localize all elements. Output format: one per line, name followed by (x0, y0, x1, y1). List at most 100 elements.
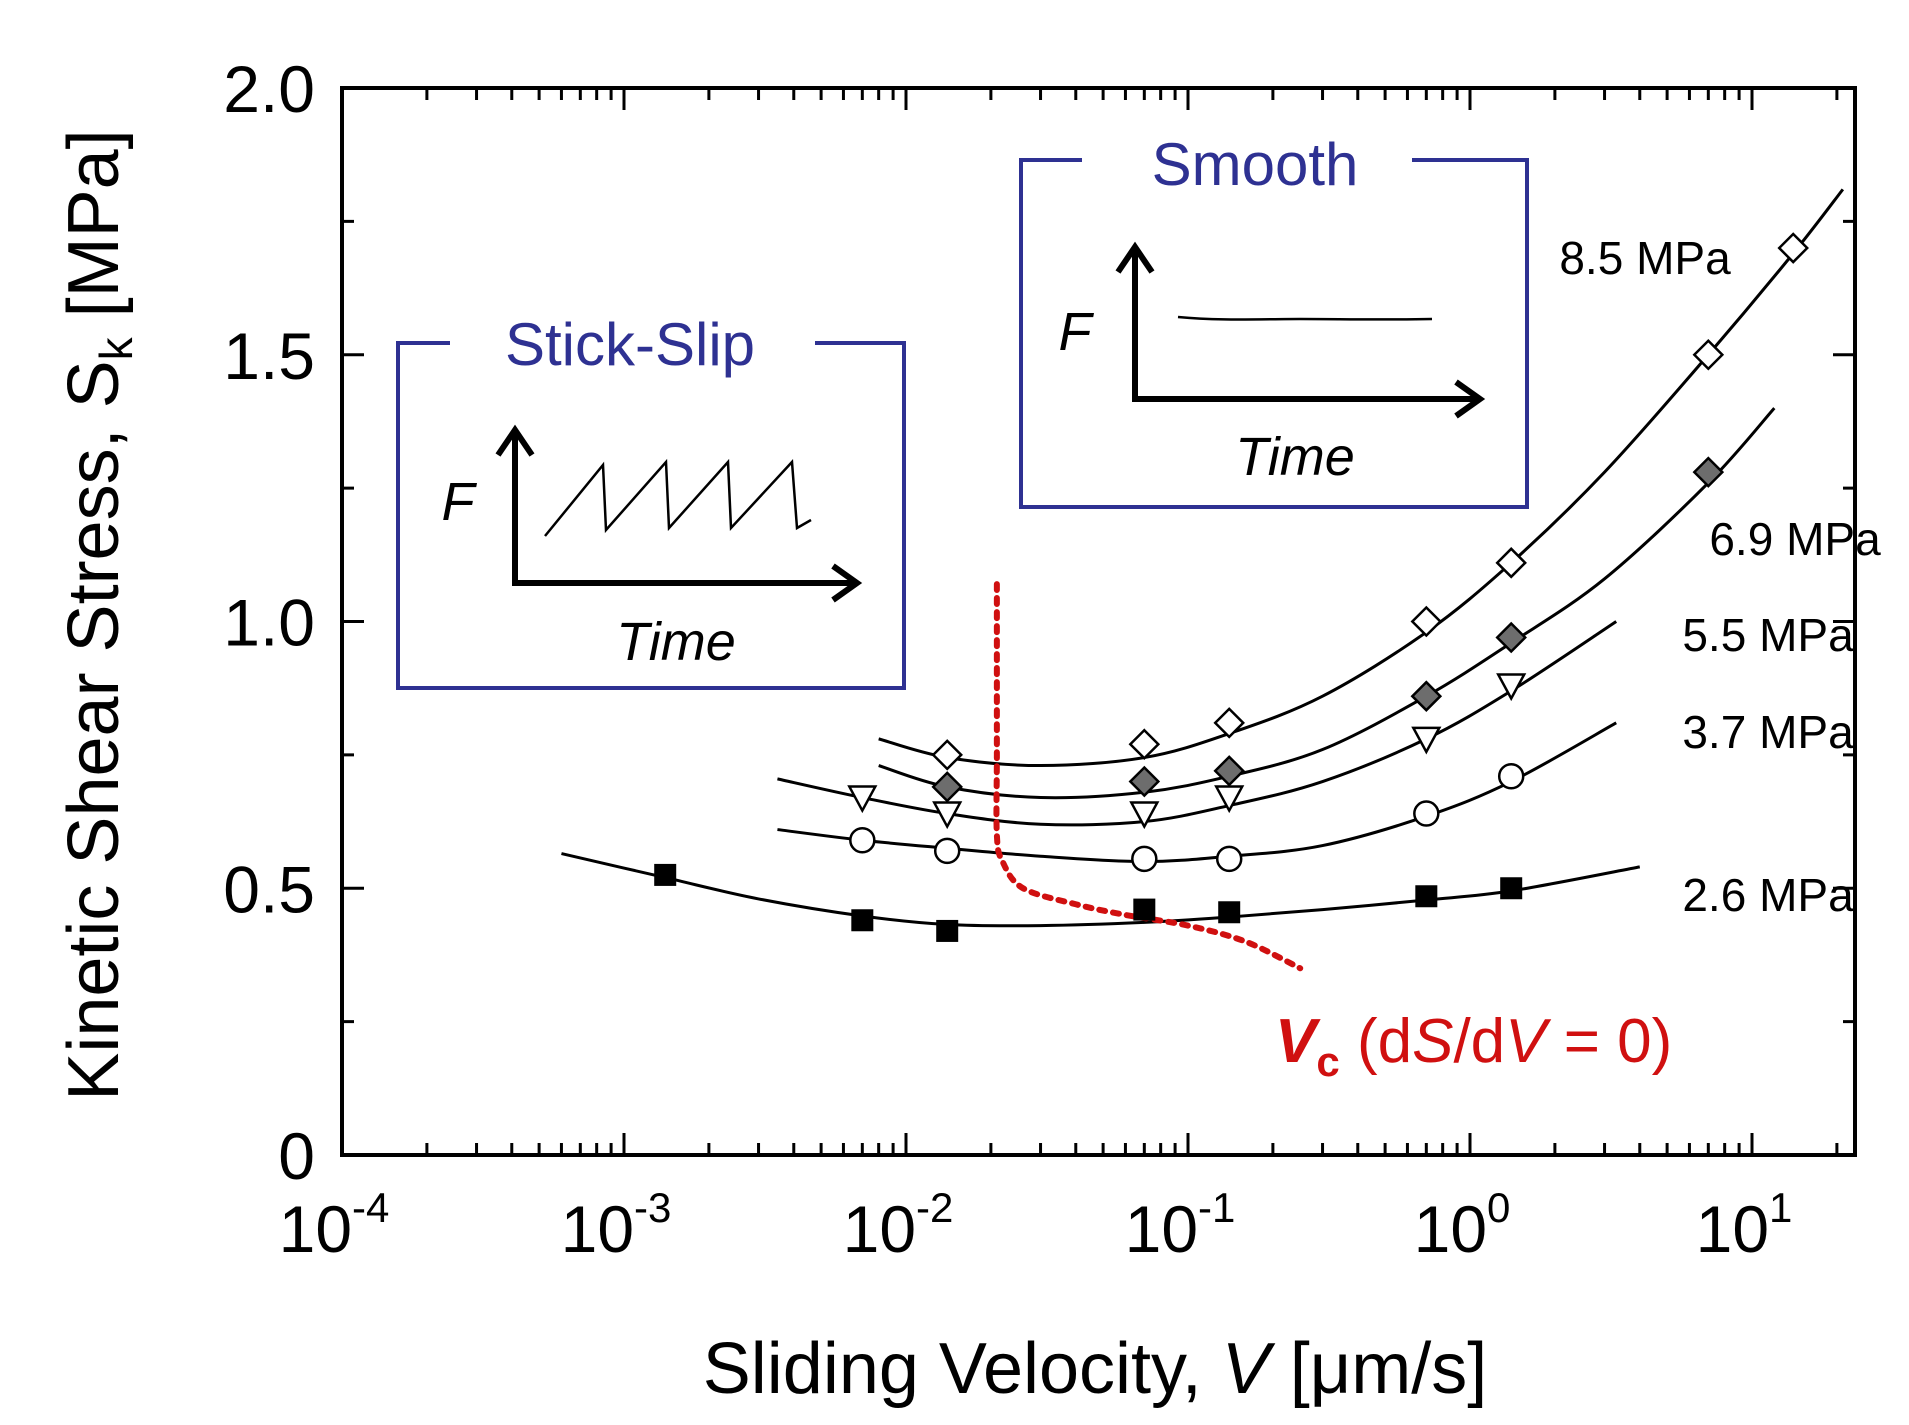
y-tick-label: 1.0 (223, 586, 315, 660)
vc-curve (993, 581, 1304, 972)
x-tick-label-base: 10 (843, 1192, 916, 1266)
series-label: 3.7 MPa (1682, 706, 1854, 758)
x-tick-label-exponent: -1 (1198, 1184, 1235, 1231)
marker-triangle-down-open (1129, 801, 1160, 830)
inset-smooth-x-arrowhead (1454, 379, 1486, 419)
x-tick-labels: 10-4 10-3 10-2 10-1 100 101 (279, 1184, 1793, 1266)
inset-stick-slip-signal (544, 458, 812, 537)
vc-label-s: S (1412, 1007, 1453, 1076)
marker-diamond-open (1410, 605, 1443, 638)
y-tick-label: 2.0 (223, 52, 315, 126)
marker-triangle-down-open (1496, 673, 1527, 702)
y-axis-label-main: Kinetic Shear Stress, S (54, 360, 134, 1100)
inset-smooth-y-arrowhead (1115, 241, 1155, 274)
inset-smooth-frame (1019, 158, 1529, 509)
inset-stick-slip-time-label: Time (616, 612, 736, 672)
inset-stick-slip-y-arrowhead (495, 424, 535, 457)
x-tick-label-exponent: 0 (1487, 1184, 1510, 1231)
series-label: 5.5 MPa (1682, 609, 1854, 661)
x-tick-label-exponent: -3 (634, 1184, 671, 1231)
x-axis-label-unit: [μm/s] (1270, 1329, 1487, 1409)
x-tick-label: 10-3 (561, 1184, 672, 1266)
fit-curve-0 (878, 188, 1845, 768)
vc-label-v: V (1275, 1007, 1321, 1076)
y-tick-label: 0.5 (223, 852, 315, 926)
fit-curves (561, 188, 1845, 928)
series-label: 8.5 MPa (1559, 232, 1731, 284)
fit-curve-4 (561, 852, 1641, 928)
x-axis-label: Sliding Velocity, V [μm/s] (703, 1329, 1487, 1409)
y-axis-label-sub: k (90, 336, 142, 360)
inset-smooth-f-label: F (1059, 302, 1095, 362)
inset-smooth: Smooth F Time (1019, 131, 1529, 509)
inset-stick-slip-x-arrowhead (831, 563, 863, 603)
marker-circle-open (1413, 800, 1440, 827)
marker-diamond-filled (1410, 680, 1443, 712)
x-tick-label-base: 10 (1125, 1192, 1198, 1266)
x-tick-label-base: 10 (1414, 1192, 1487, 1266)
inset-stick-slip: Stick-Slip F Time (396, 311, 906, 690)
x-axis-label-var: V (1222, 1329, 1276, 1409)
marker-diamond-open (1128, 728, 1161, 760)
marker-square-filled (1218, 901, 1241, 924)
marker-circle-open (849, 826, 876, 854)
x-tick-label-base: 10 (279, 1192, 352, 1266)
data-markers (654, 232, 1809, 942)
y-tick-labels: 0 0.5 1.0 1.5 2.0 (223, 52, 315, 1193)
inset-stick-slip-f-label: F (442, 472, 478, 532)
marker-diamond-open (1692, 338, 1725, 371)
vc-label-close: = 0) (1547, 1007, 1673, 1076)
marker-square-filled (851, 909, 874, 932)
x-tick-label: 10-1 (1125, 1184, 1236, 1266)
marker-diamond-filled (1692, 456, 1725, 488)
marker-triangle-down-open (847, 785, 878, 814)
marker-diamond-open (1213, 707, 1245, 739)
vc-label-open: (d (1340, 1007, 1412, 1076)
y-axis-label-unit: [MPa] (54, 129, 134, 337)
x-tick-label: 101 (1696, 1184, 1793, 1266)
x-tick-label: 10-4 (279, 1184, 390, 1266)
x-tick-label-base: 10 (1696, 1192, 1769, 1266)
marker-circle-open (1497, 762, 1525, 790)
vc-label-sub: c (1316, 1038, 1339, 1085)
marker-square-filled (1500, 877, 1523, 900)
series-labels: 8.5 MPa 6.9 MPa 5.5 MPa 3.7 MPa 2.6 MPa (1559, 232, 1881, 921)
series-label: 2.6 MPa (1682, 869, 1854, 921)
vc-dotted-line (993, 581, 1304, 972)
inset-stick-slip-title: Stick-Slip (505, 311, 755, 378)
vc-label-var: V (1505, 1007, 1552, 1076)
marker-diamond-filled (1495, 621, 1527, 654)
vc-label-slash: /d (1453, 1007, 1505, 1076)
marker-circle-open (933, 837, 961, 865)
inset-smooth-time-label: Time (1235, 427, 1355, 487)
marker-diamond-filled (1213, 755, 1245, 787)
inset-smooth-signal (1177, 315, 1433, 321)
marker-triangle-down-open (1214, 785, 1245, 814)
marker-square-filled (1415, 885, 1438, 908)
x-tick-label-exponent: 1 (1769, 1184, 1792, 1231)
x-axis-label-prefix: Sliding Velocity, (703, 1329, 1222, 1409)
marker-circle-open (1131, 845, 1158, 873)
x-tick-label: 100 (1414, 1184, 1511, 1266)
y-tick-label: 0 (278, 1119, 315, 1193)
x-tick-label-exponent: -2 (916, 1184, 953, 1231)
marker-square-filled (936, 919, 959, 942)
x-tick-label-exponent: -4 (352, 1184, 389, 1231)
axis-ticks (340, 86, 1855, 1157)
fit-curve-1 (878, 407, 1776, 800)
inset-smooth-title: Smooth (1152, 131, 1359, 198)
fit-curve-2 (777, 620, 1618, 827)
series-label: 6.9 MPa (1709, 513, 1881, 565)
marker-diamond-open (1777, 232, 1809, 264)
marker-diamond-open (1495, 547, 1527, 579)
y-tick-label: 1.5 (223, 319, 315, 393)
fit-curve-3 (777, 721, 1617, 864)
marker-triangle-down-open (1411, 726, 1442, 755)
marker-diamond-filled (931, 771, 963, 803)
x-tick-label-base: 10 (561, 1192, 634, 1266)
x-tick-label: 10-2 (843, 1184, 954, 1266)
marker-square-filled (1133, 898, 1156, 921)
vc-label: Vc (dS/dV = 0) (1275, 1007, 1672, 1085)
marker-diamond-filled (1128, 765, 1161, 798)
